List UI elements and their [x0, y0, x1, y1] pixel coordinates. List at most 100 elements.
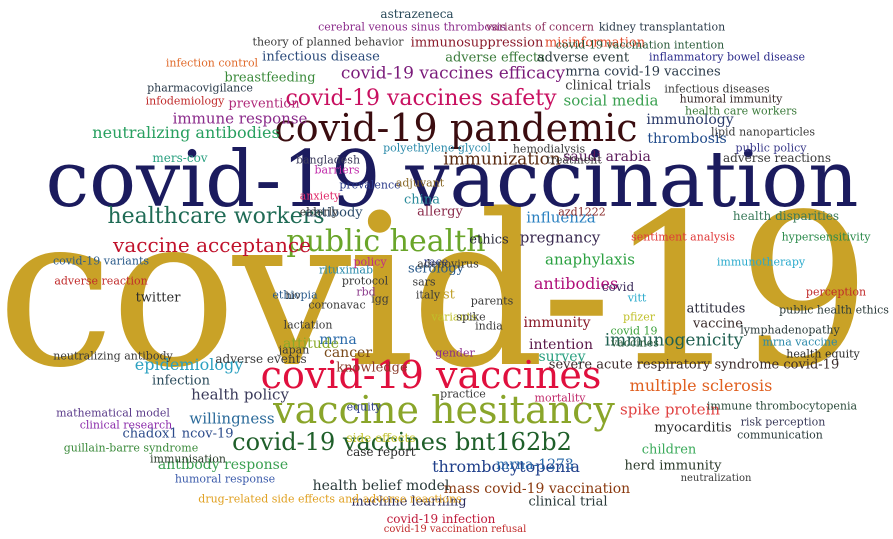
keyword-141: vaccines: [611, 336, 659, 350]
keyword-32: survey: [538, 349, 586, 365]
keyword-92: perception: [805, 285, 867, 299]
keyword-6: public health: [286, 224, 486, 259]
keyword-48: china: [404, 192, 440, 208]
keyword-105: guillain-barre syndrome: [63, 441, 199, 455]
keyword-52: attitudes: [686, 301, 746, 317]
keyword-38: immunology: [646, 112, 734, 128]
keyword-132: igg: [371, 292, 389, 306]
keyword-84: infodemiology: [145, 94, 225, 108]
keyword-101: covid-19 vaccination refusal: [383, 524, 527, 535]
keyword-67: covid: [601, 280, 635, 294]
keyword-137: india: [475, 319, 503, 333]
keyword-56: knowledge: [336, 360, 408, 376]
keyword-80: pharmacovigilance: [147, 81, 253, 95]
keyword-139: pfizer: [623, 310, 655, 324]
keyword-99: communication: [737, 428, 823, 442]
keyword-94: lymphadenopathy: [740, 323, 840, 337]
keyword-108: neutralizing antibody: [53, 349, 173, 363]
keyword-131: hiv: [285, 291, 301, 302]
keyword-97: immune thrombocytopenia: [706, 399, 858, 413]
keyword-81: infectious diseases: [664, 82, 770, 96]
keyword-82: humoral immunity: [679, 92, 783, 106]
keyword-1: covid-19 vaccination: [45, 135, 859, 225]
keyword-16: epidemiology: [134, 355, 244, 374]
keyword-96: health equity: [786, 347, 860, 361]
keyword-121: ethiopia: [272, 288, 318, 302]
keyword-88: health disparities: [732, 209, 840, 223]
keyword-89: hypersensitivity: [781, 230, 871, 244]
keyword-70: side effects: [346, 431, 416, 445]
keyword-100: neutralization: [680, 473, 752, 484]
keyword-145: mortality: [534, 391, 586, 405]
keyword-74: variants of concern: [486, 20, 594, 34]
keyword-51: ethics: [469, 232, 509, 248]
keyword-59: chadox1 ncov-19: [122, 426, 234, 442]
keyword-125: protocol: [341, 274, 389, 288]
keyword-41: adverse event: [536, 50, 630, 66]
keyword-29: antibody response: [157, 457, 289, 473]
keyword-138: vitt: [627, 291, 647, 305]
keyword-109: adverse reaction: [54, 274, 148, 288]
keyword-54: children: [641, 442, 697, 458]
keyword-15: antibodies: [533, 274, 619, 293]
keyword-17: thrombocytopenia: [432, 457, 580, 476]
keyword-64: severe acute respiratory syndrome covid-…: [548, 357, 840, 373]
keyword-65: serology: [407, 261, 465, 277]
keyword-143: equity: [346, 400, 382, 414]
keyword-115: barriers: [314, 163, 360, 177]
keyword-42: infectious disease: [262, 49, 380, 65]
keyword-44: prevention: [228, 96, 300, 112]
keyword-71: case report: [346, 445, 416, 459]
keyword-79: infection control: [165, 56, 259, 70]
keyword-20: influenza: [526, 208, 596, 227]
keyword-46: misinformation: [544, 35, 646, 51]
keyword-47: mrna covid-19 vaccines: [565, 64, 721, 80]
keyword-23: spike protein: [620, 400, 720, 419]
keyword-62: machine learning: [351, 494, 467, 510]
keyword-144: practice: [440, 387, 486, 401]
keyword-140: covid 19: [610, 324, 658, 338]
keyword-68: mers-cov: [152, 151, 208, 165]
keyword-34: mrna: [319, 332, 357, 348]
keyword-103: humoral response: [174, 472, 276, 486]
keyword-9: vaccine acceptance: [113, 233, 311, 257]
keyword-130: italy: [415, 288, 441, 302]
keyword-133: japan: [278, 343, 310, 357]
keyword-119: elderly: [299, 205, 339, 219]
keyword-128: rbd: [356, 285, 376, 299]
keyword-90: immunotherapy: [716, 255, 806, 269]
keyword-66: trust: [423, 287, 455, 303]
keyword-134: parents: [470, 294, 514, 308]
keyword-5: covid-19 vaccines safety: [285, 86, 557, 111]
keyword-49: antibody: [305, 205, 363, 221]
keyword-111: polyethylene glycol: [383, 141, 491, 155]
keyword-106: clinical research: [79, 418, 173, 432]
keyword-83: health care workers: [684, 104, 798, 118]
keyword-135: variants: [431, 310, 477, 324]
keyword-127: race: [423, 255, 449, 269]
keyword-77: covid-19 vaccination intention: [555, 38, 725, 52]
keyword-126: policy: [353, 255, 387, 269]
keyword-57: twitter: [135, 290, 181, 306]
keyword-104: immunisation: [150, 452, 226, 466]
keyword-3: vaccine hesitancy: [273, 388, 615, 432]
keyword-85: lipid nanoparticles: [710, 125, 816, 139]
keyword-113: treatment: [546, 153, 602, 167]
keyword-129: sars: [412, 275, 436, 289]
keyword-28: health belief model: [312, 478, 450, 494]
keyword-142: gender: [435, 346, 475, 360]
keyword-26: mrna-1273: [496, 457, 574, 473]
keyword-36: saudi arabia: [563, 149, 651, 165]
keyword-146: adenovirus: [417, 257, 479, 271]
keyword-63: covid-19 infection: [386, 512, 496, 526]
keyword-124: rituximab: [318, 263, 374, 277]
keyword-136: spike: [456, 310, 486, 324]
keyword-0: covid-19: [0, 169, 871, 414]
keyword-60: herd immunity: [624, 458, 722, 474]
keyword-73: cerebral venous sinus thrombosis: [318, 20, 506, 34]
keyword-12: neutralizing antibodies: [92, 123, 280, 142]
keyword-50: allergy: [417, 204, 463, 220]
keyword-19: anaphylaxis: [545, 250, 635, 269]
keyword-55: myocarditis: [654, 420, 732, 436]
